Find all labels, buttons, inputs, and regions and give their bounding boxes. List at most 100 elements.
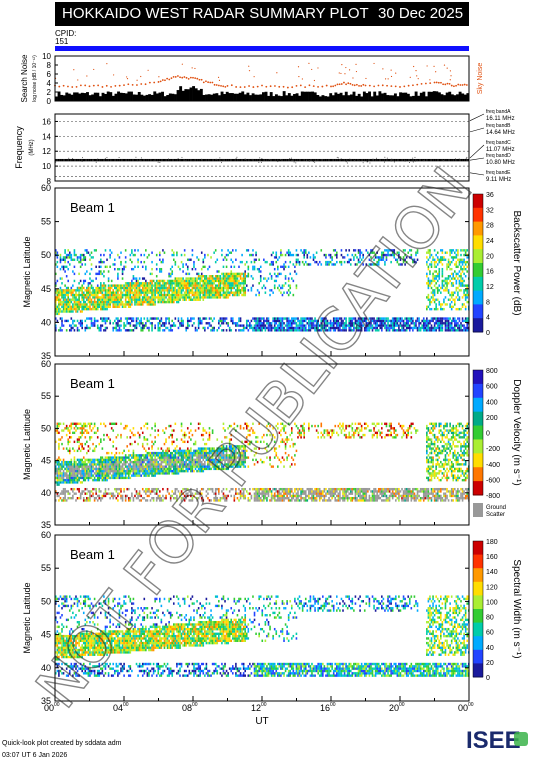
- data-cell: [171, 279, 174, 283]
- data-cell: [172, 293, 175, 297]
- data-cell: [90, 307, 93, 311]
- data-cell: [89, 289, 91, 292]
- data-cell: [62, 496, 65, 500]
- sky-noise-point: [437, 81, 440, 84]
- data-cell: [143, 472, 146, 475]
- data-cell: [137, 454, 139, 457]
- freq-trace-point: [268, 158, 271, 162]
- data-cell: [134, 456, 136, 459]
- data-cell: [179, 282, 181, 285]
- data-cell: [384, 319, 386, 323]
- data-cell: [210, 324, 212, 327]
- data-cell: [242, 324, 245, 327]
- data-cell: [415, 260, 417, 264]
- data-cell: [398, 317, 400, 320]
- data-cell: [155, 253, 158, 257]
- data-cell: [349, 326, 352, 330]
- data-cell: [202, 317, 205, 320]
- data-cell: [331, 326, 333, 330]
- data-cell: [312, 256, 315, 259]
- data-cell: [73, 469, 76, 473]
- data-cell: [298, 319, 301, 323]
- data-cell: [90, 267, 93, 271]
- data-cell: [233, 265, 236, 269]
- data-cell: [100, 472, 102, 475]
- data-cell: [270, 324, 273, 327]
- noise-bar: [62, 95, 66, 101]
- data-cell: [87, 467, 90, 471]
- data-cell: [104, 469, 107, 473]
- data-cell: [384, 260, 386, 264]
- data-cell: [211, 296, 214, 299]
- data-cell: [84, 272, 87, 276]
- data-cell: [61, 474, 63, 477]
- data-cell: [410, 326, 413, 330]
- data-cell: [70, 256, 73, 259]
- data-cell: [387, 329, 389, 332]
- freq-trace-point: [79, 158, 82, 162]
- data-cell: [348, 326, 351, 330]
- data-cell: [339, 324, 341, 327]
- data-cell: [62, 265, 65, 269]
- data-cell: [396, 329, 399, 332]
- data-cell: [399, 263, 402, 266]
- data-cell: [427, 326, 430, 330]
- data-cell: [256, 329, 259, 332]
- data-cell: [452, 277, 455, 280]
- data-cell: [84, 460, 87, 464]
- data-cell: [100, 474, 102, 477]
- data-cell: [188, 272, 191, 276]
- data-cell: [113, 284, 116, 287]
- data-cell: [449, 275, 451, 278]
- data-cell: [109, 465, 111, 468]
- data-cell: [129, 469, 132, 473]
- data-cell: [207, 267, 209, 271]
- data-cell: [135, 472, 138, 475]
- data-cell: [70, 467, 73, 471]
- data-cell: [96, 300, 99, 304]
- data-cell: [466, 296, 469, 299]
- data-cell: [126, 329, 129, 332]
- data-cell: [298, 260, 301, 264]
- data-cell: [450, 251, 453, 254]
- data-cell: [221, 277, 223, 280]
- data-cell: [211, 277, 214, 280]
- freq-trace-point: [304, 158, 307, 162]
- data-cell: [357, 326, 360, 330]
- data-cell: [141, 445, 144, 448]
- data-cell: [427, 319, 430, 323]
- sky-noise-point: [194, 77, 197, 80]
- data-cell: [194, 298, 197, 301]
- data-cell: [132, 317, 135, 320]
- data-cell: [110, 300, 113, 304]
- data-cell: [81, 465, 83, 468]
- data-cell: [193, 298, 195, 301]
- data-cell: [185, 296, 188, 299]
- data-cell: [104, 296, 107, 299]
- data-cell: [100, 265, 102, 269]
- data-cell: [379, 258, 382, 261]
- data-cell: [107, 487, 110, 491]
- data-cell: [202, 260, 205, 264]
- freq-scatter-point: [159, 161, 161, 163]
- data-cell: [138, 289, 141, 292]
- data-cell: [463, 289, 465, 292]
- freq-scatter-point: [411, 160, 413, 162]
- data-cell: [357, 258, 360, 261]
- data-cell: [252, 253, 254, 257]
- colorbar-segment: [473, 318, 483, 333]
- data-cell: [430, 317, 433, 320]
- data-cell: [405, 329, 408, 332]
- search-noise-point: [317, 67, 319, 69]
- data-cell: [200, 289, 203, 292]
- data-cell: [123, 267, 125, 271]
- data-cell: [318, 324, 321, 327]
- data-cell: [176, 298, 178, 301]
- data-cell: [123, 472, 125, 475]
- sky-noise-point: [312, 85, 315, 88]
- sky-noise-point: [349, 82, 352, 85]
- data-cell: [320, 322, 323, 325]
- data-cell: [132, 456, 135, 459]
- data-cell: [315, 329, 318, 332]
- data-cell: [76, 305, 79, 308]
